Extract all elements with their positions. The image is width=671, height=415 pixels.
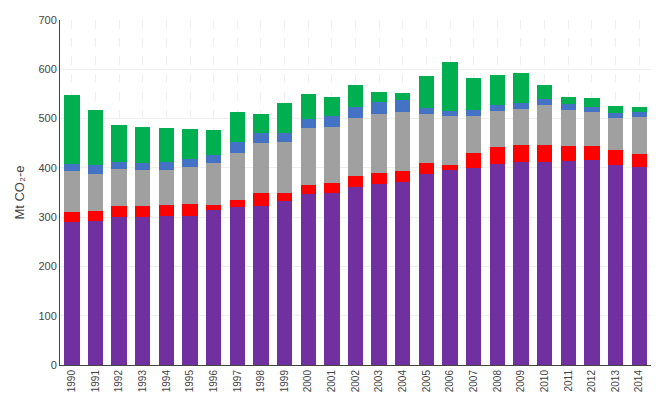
svg-text:600: 600 [38, 63, 56, 75]
svg-text:200: 200 [38, 260, 56, 272]
svg-text:1999: 1999 [279, 370, 290, 393]
svg-text:0: 0 [51, 359, 57, 371]
svg-text:2007: 2007 [468, 370, 479, 393]
svg-text:2009: 2009 [515, 370, 526, 393]
svg-text:300: 300 [38, 211, 56, 223]
svg-text:2005: 2005 [421, 370, 432, 393]
svg-text:1993: 1993 [137, 370, 148, 393]
svg-text:2002: 2002 [350, 370, 361, 393]
svg-text:1996: 1996 [208, 370, 219, 393]
svg-text:1990: 1990 [66, 370, 77, 393]
svg-text:1991: 1991 [90, 370, 101, 393]
svg-text:1995: 1995 [184, 370, 195, 393]
svg-text:1997: 1997 [232, 370, 243, 393]
svg-text:1994: 1994 [161, 370, 172, 393]
svg-text:2004: 2004 [397, 370, 408, 393]
svg-text:500: 500 [38, 112, 56, 124]
svg-text:2003: 2003 [373, 370, 384, 393]
svg-text:2012: 2012 [586, 370, 597, 393]
svg-text:2000: 2000 [302, 370, 313, 393]
svg-text:2011: 2011 [563, 370, 574, 392]
svg-text:1998: 1998 [255, 370, 266, 393]
svg-text:400: 400 [38, 162, 56, 174]
svg-text:2010: 2010 [539, 370, 550, 393]
svg-text:2006: 2006 [444, 370, 455, 393]
svg-text:1992: 1992 [113, 370, 124, 393]
svg-text:2001: 2001 [326, 370, 337, 393]
svg-text:700: 700 [38, 14, 56, 26]
svg-text:2008: 2008 [492, 370, 503, 393]
svg-text:2013: 2013 [610, 370, 621, 393]
svg-text:2014: 2014 [633, 370, 644, 393]
svg-text:Mt CO₂-e: Mt CO₂-e [12, 165, 27, 219]
svg-text:100: 100 [38, 310, 56, 322]
